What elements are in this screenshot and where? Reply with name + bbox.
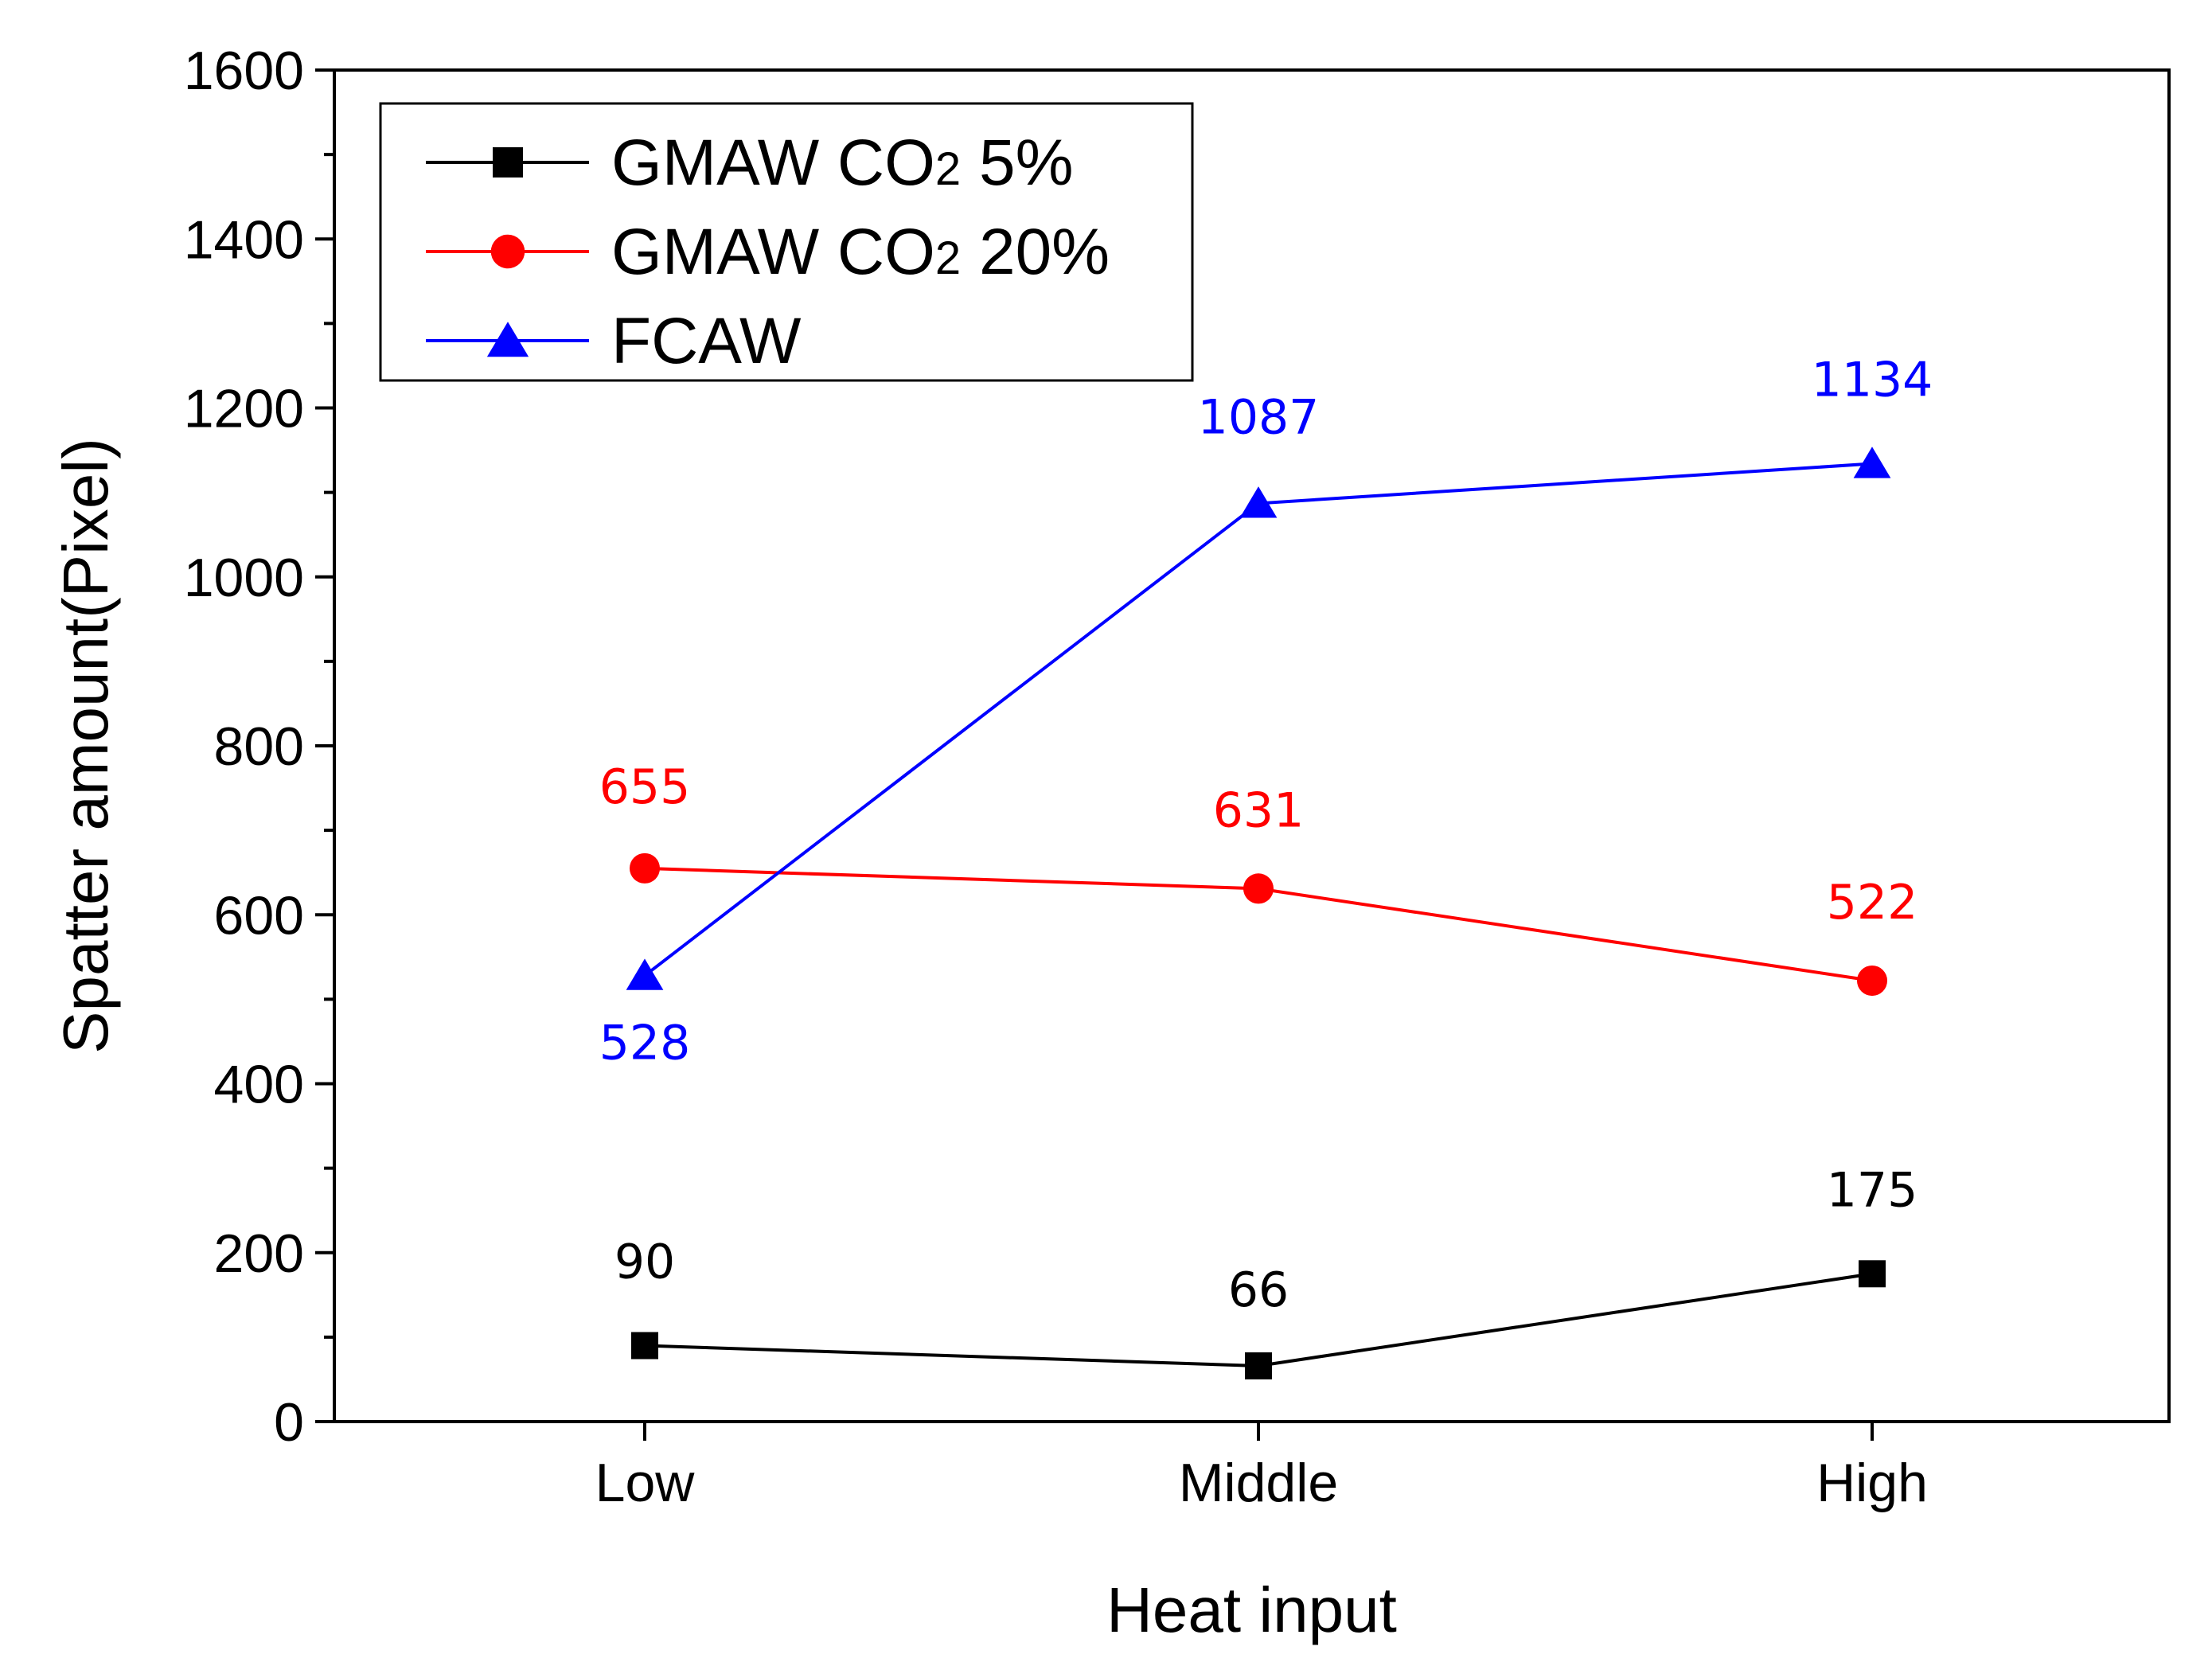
data-label: 66: [1228, 1262, 1289, 1318]
data-point-marker: [486, 322, 529, 357]
axes-layer: 0 200 400 600 800 1000 1200 1400 1600 Low Middle Hi…: [184, 41, 2171, 1513]
y-tick-label: 1400: [184, 209, 304, 270]
data-point-marker: [493, 147, 523, 178]
data-label: 631: [1213, 782, 1305, 838]
data-point-marker: [626, 958, 664, 990]
data-point-marker: [631, 1332, 658, 1360]
x-tick-label: High: [1816, 1453, 1928, 1513]
data-point-marker: [490, 234, 525, 269]
series-1: [631, 1260, 1886, 1379]
data-point-marker: [1853, 447, 1891, 478]
data-label: 1134: [1812, 353, 1933, 408]
legend-entry: GMAW CO2 5%: [426, 127, 1074, 199]
legend-entry: FCAW: [426, 305, 802, 377]
x-axis-title: Heat input: [1106, 1574, 1397, 1645]
series-layer: [626, 447, 1891, 1379]
data-point-marker: [1245, 1352, 1272, 1379]
y-axis-title: Spatter amount(Pixel): [50, 438, 121, 1054]
x-tick-label: Middle: [1179, 1453, 1338, 1513]
data-label: 175: [1827, 1162, 1918, 1218]
data-point-marker: [629, 852, 661, 884]
data-point-marker: [1243, 873, 1274, 904]
data-label: 522: [1827, 875, 1918, 930]
y-tick-label: 200: [214, 1223, 304, 1284]
y-tick-label: 0: [274, 1392, 304, 1453]
legend: GMAW CO2 5% GMAW CO2 20% FCAW: [379, 102, 1194, 382]
x-tick-label: Low: [595, 1453, 696, 1513]
legend-label: GMAW CO2 20%: [611, 216, 1110, 288]
data-point-marker: [1856, 965, 1888, 997]
y-tick-label: 600: [214, 885, 304, 946]
y-tick-label: 1000: [184, 548, 304, 608]
series-2: [629, 852, 1888, 997]
y-tick-label: 800: [214, 716, 304, 777]
data-point-marker: [1239, 486, 1278, 518]
data-label: 1087: [1198, 389, 1320, 445]
data-labels-layer: 90 66 175 655 631 522 528 1087 1134: [599, 353, 1933, 1318]
series-3: [626, 447, 1891, 990]
legend-entry: GMAW CO2 20%: [426, 216, 1110, 288]
y-tick-label: 1200: [184, 379, 304, 439]
y-tick-label: 1600: [184, 41, 304, 101]
y-tick-label: 400: [214, 1055, 304, 1115]
legend-label: GMAW CO2 5%: [611, 127, 1074, 199]
data-label: 528: [599, 1016, 691, 1071]
data-point-marker: [1859, 1260, 1886, 1288]
legend-label: FCAW: [611, 305, 802, 377]
data-label: 655: [599, 759, 691, 815]
data-label: 90: [614, 1234, 675, 1289]
